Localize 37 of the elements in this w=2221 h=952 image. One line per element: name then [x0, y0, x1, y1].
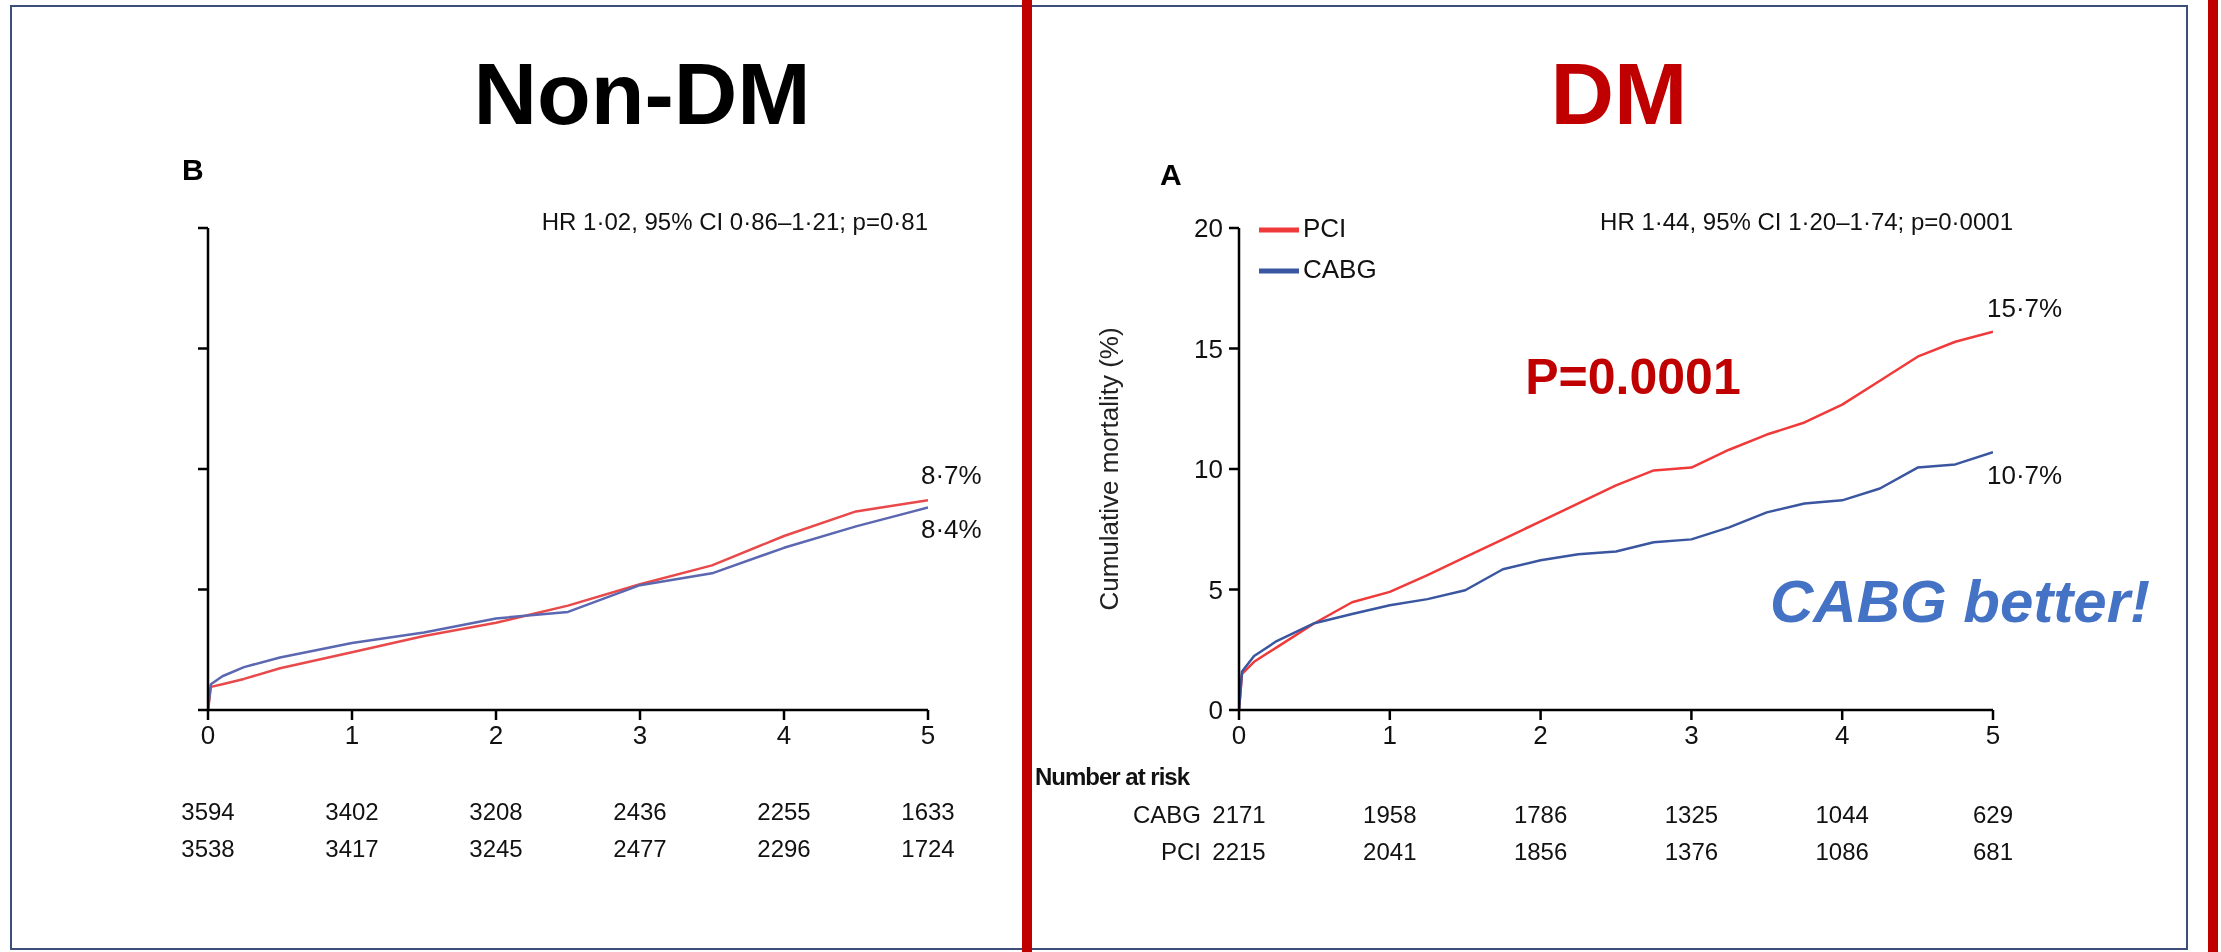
legend-label: PCI [1303, 213, 1347, 243]
x-tick-label: 2 [488, 720, 504, 750]
text: 3538 3417 3245 2477 2296 1724 [181, 835, 955, 862]
annotation: HR 1·02, 95% CI 0·86–1·21; p=0·81 [541, 208, 928, 235]
y-tick-label: 5 [1208, 574, 1223, 605]
y-tick-label: 15 [1194, 333, 1223, 364]
annotation: CABG better! [1769, 568, 2150, 635]
annotation: P=0.0001 [1524, 349, 1742, 405]
chart-title: DM [1549, 44, 1689, 143]
x-tick-label: 2 [1533, 720, 1548, 750]
chart-title: Non-DM [472, 44, 812, 143]
x-tick-label: 0 [1231, 720, 1247, 750]
y-axis-title: Cumulative mortality (%) [1094, 327, 1125, 611]
annotation: 10·7% [1987, 460, 2063, 490]
chart-subtitle: A [1160, 158, 1182, 191]
x-tick-label: 3 [1684, 720, 1699, 750]
x-tick-label: 3 [632, 720, 648, 750]
chart-subtitle: B [182, 153, 204, 186]
y-tick-label: 20 [1194, 213, 1223, 243]
x-tick-label: 4 [776, 720, 792, 750]
x-tick-label: 0 [200, 720, 216, 750]
text: 3594 3402 3208 2436 2255 1633 [181, 798, 955, 825]
legend-label: CABG [1303, 254, 1377, 285]
x-tick-label: 1 [344, 720, 360, 750]
text: PCI 2215 2041 1856 1376 1086 681 [1160, 838, 2014, 865]
annotation: 8·7% [921, 460, 982, 490]
annotation: HR 1·44, 95% CI 1·20–1·74; p=0·0001 [1600, 208, 2013, 235]
y-tick-label: 0 [1208, 695, 1223, 725]
x-tick-label: 5 [1985, 720, 2001, 750]
annotation: 15·7% [1987, 293, 2063, 323]
x-tick-label: 5 [920, 720, 936, 750]
x-tick-label: 1 [1382, 720, 1398, 750]
x-tick-label: 4 [1834, 720, 1850, 750]
text: CABG 2171 1958 1786 1325 1044 629 [1132, 801, 2014, 828]
y-tick-label: 10 [1194, 454, 1223, 484]
annotation: 8·4% [921, 514, 982, 544]
text: Number at risk [1035, 763, 1190, 790]
